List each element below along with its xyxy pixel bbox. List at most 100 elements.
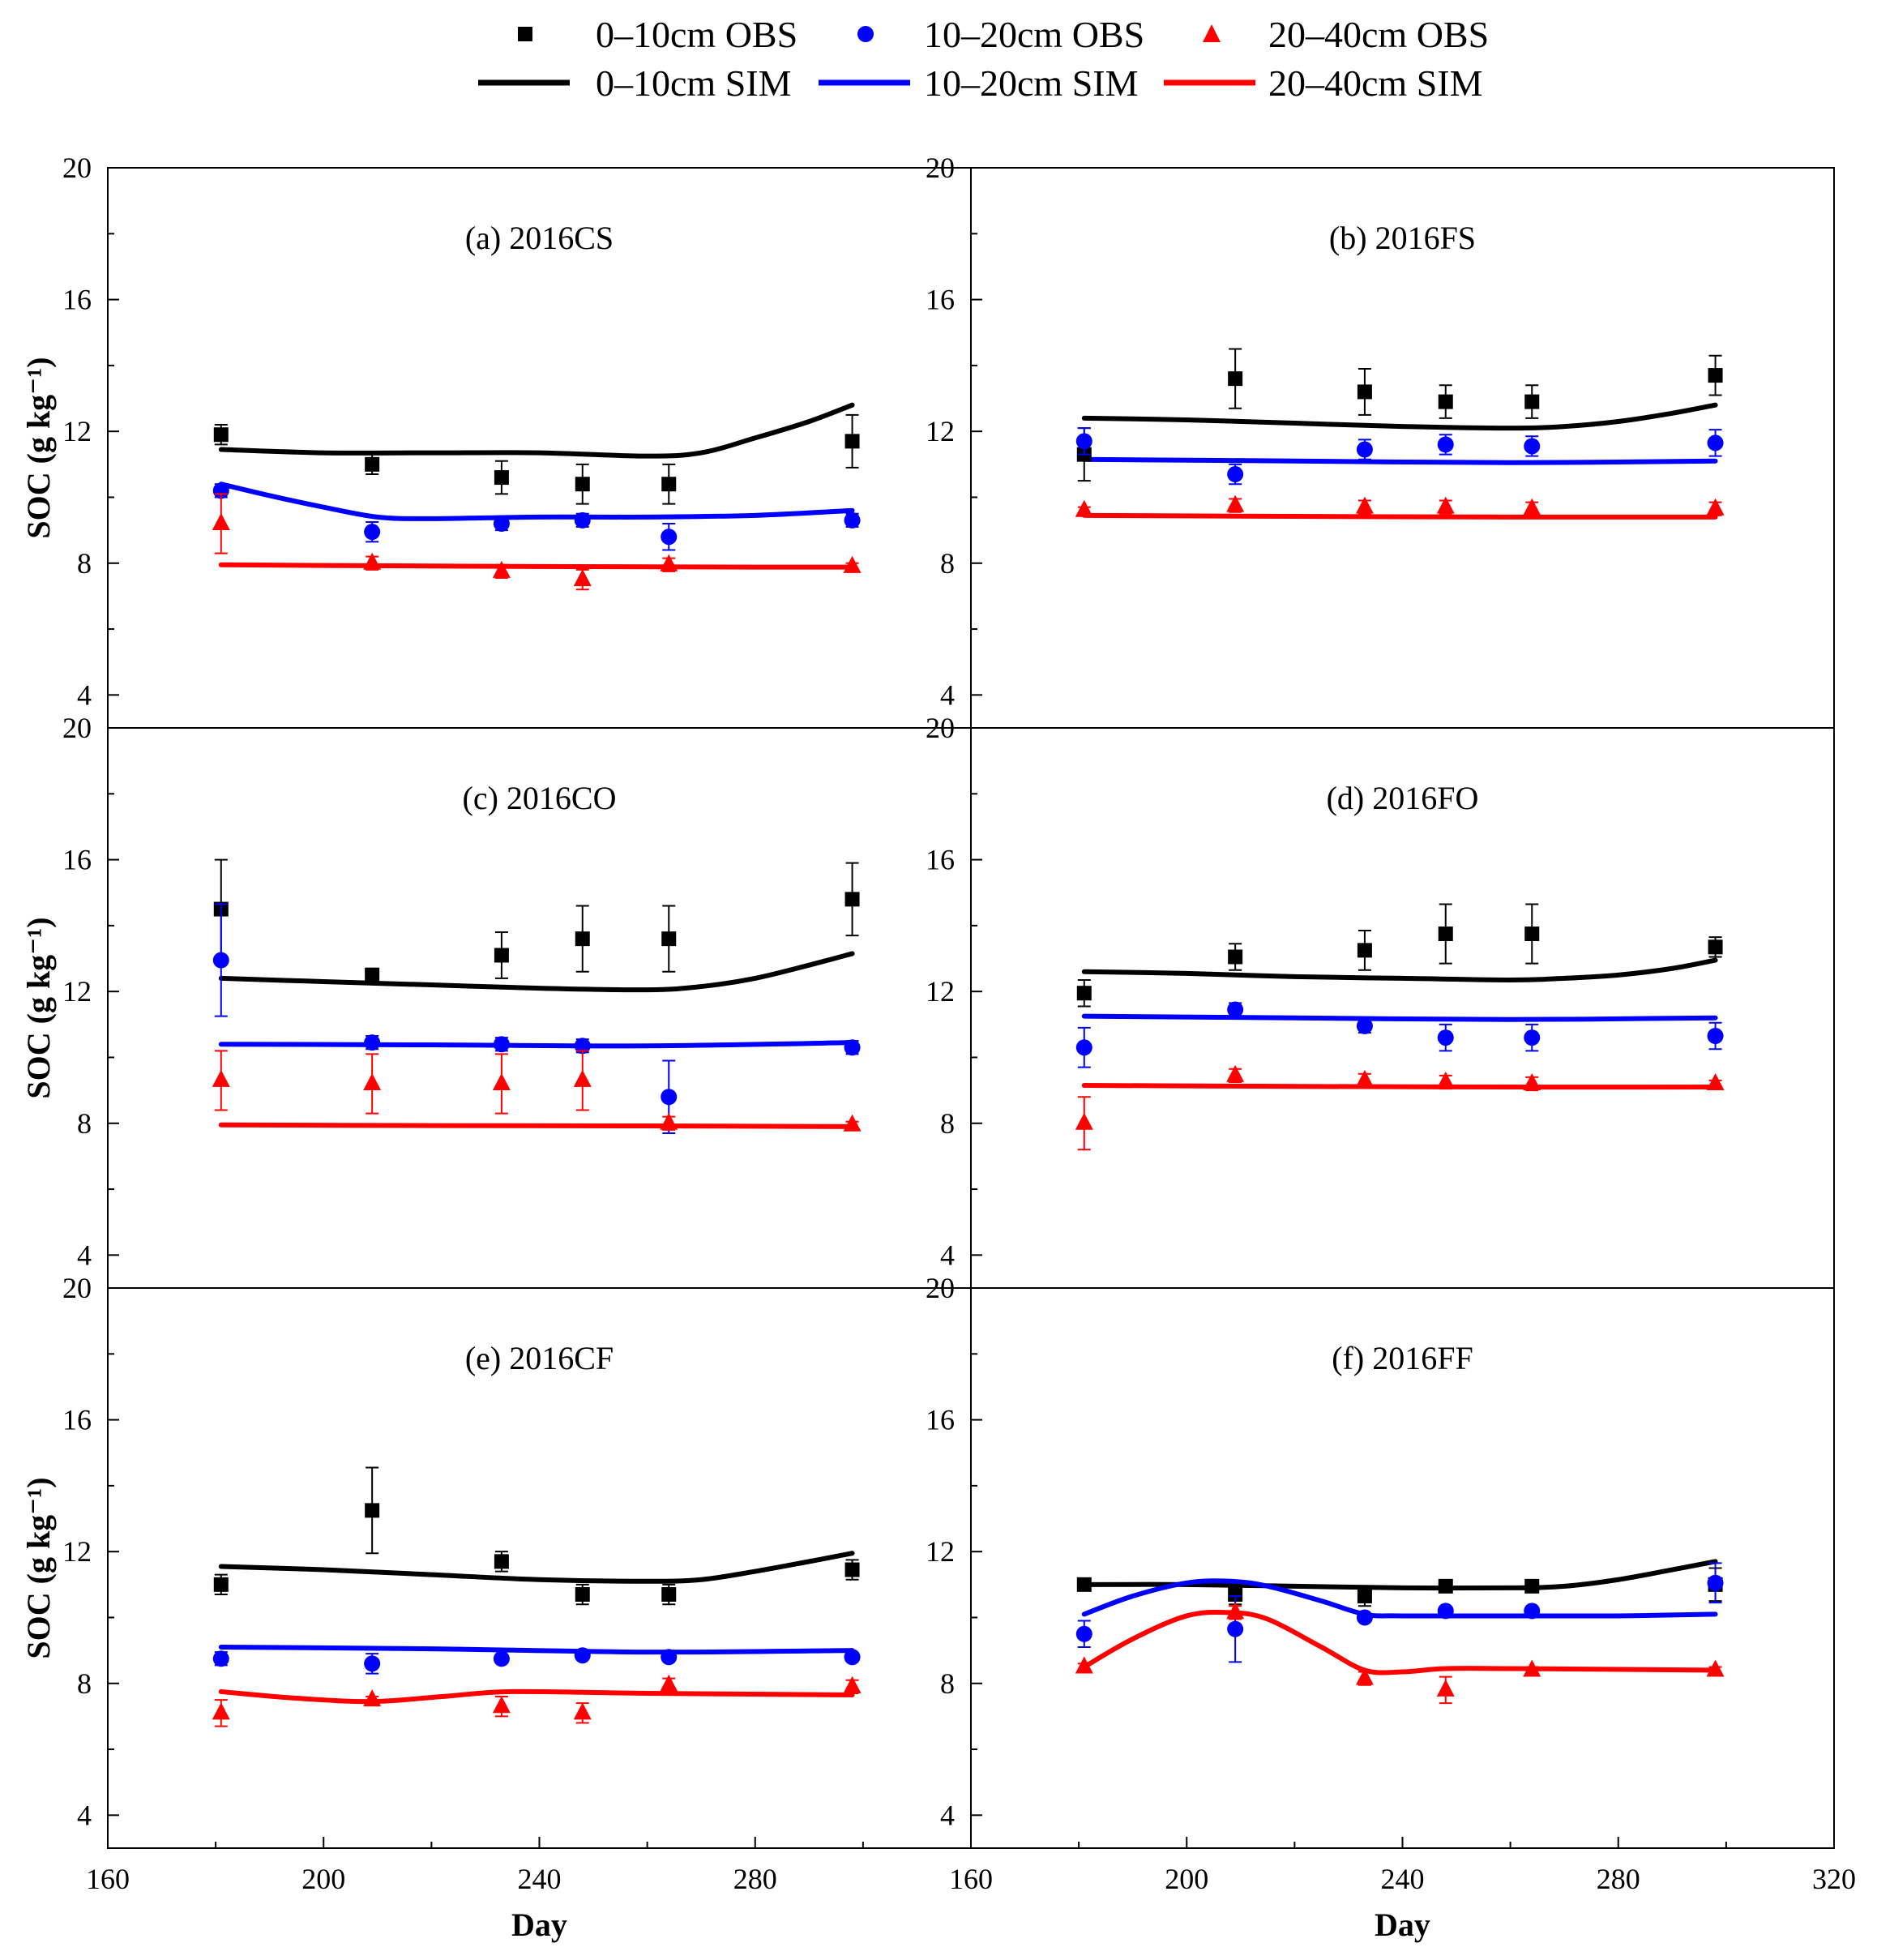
obs-point-triangle	[660, 1112, 678, 1130]
obs-point-circle	[212, 952, 229, 969]
x-tick-label: 280	[1597, 1863, 1640, 1895]
legend-label: 10–20cm SIM	[924, 62, 1139, 104]
sim-line-10-20cm-sim	[1081, 1578, 1718, 1619]
obs-point-square	[494, 948, 509, 963]
y-tick-label: 8	[77, 1667, 92, 1700]
legend-label: 10–20cm OBS	[924, 14, 1144, 55]
obs-point-circle	[574, 1038, 591, 1055]
obs-series-0-10cm-obs	[1076, 903, 1723, 1008]
obs-point-square	[1357, 943, 1372, 958]
obs-point-square	[575, 931, 590, 947]
obs-point-square	[213, 427, 229, 443]
obs-point-triangle	[843, 555, 862, 573]
sim-line-0-10cm-sim	[218, 1551, 855, 1584]
obs-point-circle	[1075, 1039, 1092, 1056]
obs-point-square	[365, 456, 380, 472]
obs-point-square	[1708, 939, 1723, 955]
sim-line-0-10cm-sim	[218, 951, 855, 993]
obs-point-circle	[493, 1650, 510, 1667]
x-axis-title: Day	[511, 1907, 567, 1943]
obs-series-10-20cm-obs	[1075, 427, 1724, 486]
y-tick-label: 16	[62, 284, 92, 316]
obs-point-square	[494, 1554, 509, 1569]
obs-point-circle	[661, 1649, 678, 1666]
obs-point-circle	[1437, 436, 1454, 453]
y-tick-label: 16	[926, 844, 955, 876]
panel-title: (a) 2016CS	[465, 220, 614, 256]
x-axis-title: Day	[1375, 1907, 1430, 1943]
obs-point-triangle	[492, 560, 511, 578]
x-tick-label: 320	[1812, 1863, 1856, 1895]
obs-series-0-10cm-obs	[213, 413, 860, 505]
obs-point-circle	[1707, 1028, 1724, 1045]
sim-line-20-40cm-sim	[1081, 1609, 1718, 1675]
obs-point-circle	[1227, 1001, 1244, 1018]
y-tick-label: 4	[77, 678, 92, 711]
x-tick-label: 200	[1165, 1863, 1208, 1895]
y-tick-label: 16	[62, 844, 92, 876]
legend: 0–10cm OBS 10–20cm OBS 20–40cm OBS 0–10cm S…	[478, 14, 1489, 104]
y-tick-label: 12	[62, 975, 92, 1008]
y-tick-label: 8	[77, 547, 92, 580]
obs-point-circle	[661, 529, 678, 546]
obs-series-10-20cm-obs	[1075, 1001, 1724, 1068]
obs-point-circle	[364, 1034, 381, 1051]
sim-line-20-40cm-sim	[218, 1688, 855, 1705]
sim-line-0-10cm-sim	[1081, 957, 1718, 982]
obs-point-circle	[844, 1039, 861, 1056]
obs-point-square	[661, 477, 677, 492]
obs-point-square	[1524, 394, 1540, 409]
obs-point-square	[844, 434, 860, 449]
sim-line-10-20cm-sim	[218, 1040, 855, 1049]
obs-point-circle	[574, 1647, 591, 1664]
y-tick-label: 20	[926, 1272, 955, 1304]
obs-series-10-20cm-obs	[212, 903, 861, 1134]
obs-series-10-20cm-obs	[212, 1647, 861, 1675]
obs-point-square	[661, 1587, 677, 1603]
obs-point-square	[1524, 1578, 1540, 1594]
legend-item-10-20cm-sim: 10–20cm SIM	[819, 62, 1139, 104]
obs-point-circle	[1356, 1017, 1373, 1034]
obs-point-square	[213, 1577, 229, 1592]
obs-point-square	[1228, 949, 1243, 965]
obs-series-0-10cm-obs	[213, 1466, 860, 1606]
obs-series-20-40cm-obs	[212, 493, 862, 591]
obs-point-circle	[1524, 1603, 1541, 1620]
y-tick-label: 4	[940, 1239, 955, 1271]
y-axis-title: SOC (g kg⁻¹)	[20, 917, 57, 1098]
obs-series-10-20cm-obs	[212, 482, 861, 551]
x-tick-label: 160	[86, 1863, 130, 1895]
panel-b-2016fs: 4 8 12 16 20 (b) 2016FS	[926, 152, 1835, 729]
obs-point-circle	[1356, 441, 1373, 458]
obs-point-circle	[1707, 434, 1724, 451]
obs-point-square	[1524, 927, 1540, 942]
obs-point-triangle	[660, 554, 678, 571]
y-tick-label: 8	[940, 1667, 955, 1700]
y-tick-label: 4	[77, 1239, 92, 1271]
obs-point-triangle	[1706, 1072, 1725, 1090]
x-tick-label: 280	[733, 1863, 777, 1895]
obs-point-circle	[844, 511, 861, 529]
sim-line-10-20cm-sim	[218, 1645, 855, 1655]
obs-point-circle	[1227, 1620, 1244, 1637]
obs-point-triangle	[1436, 496, 1455, 514]
obs-point-triangle	[363, 552, 382, 570]
sim-line-20-40cm-sim	[1081, 512, 1718, 520]
legend-item-10-20cm-obs: 10–20cm OBS	[857, 14, 1144, 55]
obs-point-circle	[1227, 466, 1244, 483]
obs-series-20-40cm-obs	[1075, 494, 1725, 517]
y-axis-title: SOC (g kg⁻¹)	[20, 1477, 57, 1658]
obs-point-triangle	[1075, 1112, 1093, 1130]
obs-point-square	[365, 967, 380, 982]
obs-point-circle	[1356, 1609, 1373, 1626]
obs-point-circle	[212, 1650, 229, 1667]
panel-e-2016cf: 4 8 12 16 20 160 200 240 280 Day SOC (g kg⁻¹) (e) 2…	[20, 1272, 972, 1943]
obs-point-circle	[493, 515, 510, 532]
obs-point-square	[661, 931, 677, 947]
obs-series-20-40cm-obs	[212, 1050, 862, 1132]
obs-point-square	[1076, 1577, 1092, 1592]
obs-point-triangle	[843, 1675, 862, 1693]
obs-point-square	[1708, 368, 1723, 383]
sim-line-0-10cm-sim	[218, 402, 855, 459]
obs-point-triangle	[1226, 1064, 1245, 1082]
